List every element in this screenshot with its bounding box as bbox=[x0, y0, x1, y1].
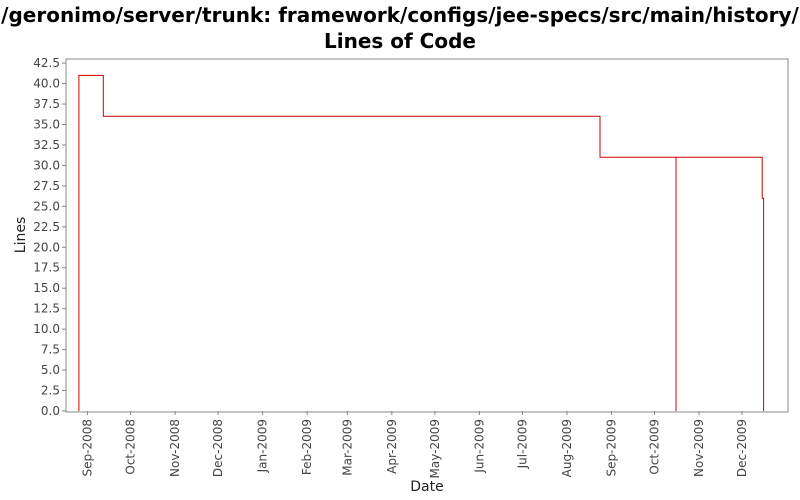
x-tick-label: Sep-2009 bbox=[604, 419, 618, 477]
y-tick-label: 37.5 bbox=[33, 97, 60, 111]
x-tick-label: May-2009 bbox=[428, 419, 442, 478]
x-tick-label: Dec-2009 bbox=[735, 419, 749, 477]
series-line bbox=[78, 74, 765, 411]
x-tick-label: Oct-2009 bbox=[648, 419, 662, 475]
y-tick-label: 30.0 bbox=[33, 158, 60, 172]
x-tick-label: Nov-2008 bbox=[168, 419, 182, 477]
x-tick-label: Oct-2008 bbox=[124, 419, 138, 475]
y-tick-label: 32.5 bbox=[33, 138, 60, 152]
y-tick-label: 27.5 bbox=[33, 179, 60, 193]
x-tick-label: Mar-2009 bbox=[340, 419, 354, 476]
y-tick-label: 17.5 bbox=[33, 261, 60, 275]
y-tick-label: 2.5 bbox=[41, 384, 60, 398]
x-tick-label: Dec-2008 bbox=[211, 419, 225, 477]
y-tick-label: 25.0 bbox=[33, 199, 60, 213]
y-tick-label: 10.0 bbox=[33, 322, 60, 336]
y-tick-label: 35.0 bbox=[33, 117, 60, 131]
x-tick-label: Jan-2009 bbox=[256, 419, 270, 473]
chart-title-line-2: Lines of Code bbox=[324, 29, 476, 53]
y-tick-label: 15.0 bbox=[33, 281, 60, 295]
y-tick-label: 7.5 bbox=[41, 343, 60, 357]
x-tick-label: Nov-2009 bbox=[692, 419, 706, 477]
y-tick-label: 12.5 bbox=[33, 302, 60, 316]
plot-area bbox=[65, 58, 789, 413]
y-tick-label: 22.5 bbox=[33, 220, 60, 234]
y-tick-label: 40.0 bbox=[33, 77, 60, 91]
y-axis: 0.0 2.5 5.0 7.5 10.0 12.5 15.0 17.5 20.0 22.5 25.0… bbox=[33, 56, 66, 418]
y-axis-label: Lines bbox=[13, 217, 29, 253]
chart-title-line-1: /geronimo/server/trunk: framework/config… bbox=[1, 3, 799, 27]
x-tick-label: Aug-2009 bbox=[560, 419, 574, 477]
chart-title: /geronimo/server/trunk: framework/config… bbox=[0, 2, 800, 54]
y-tick-label: 5.0 bbox=[41, 363, 60, 377]
x-tick-label: Feb-2009 bbox=[300, 419, 314, 475]
series-layer bbox=[78, 74, 765, 411]
x-axis-label: Date bbox=[410, 479, 443, 495]
x-tick-label: Jun-2009 bbox=[472, 419, 486, 474]
x-tick-label: Apr-2009 bbox=[385, 419, 399, 474]
y-tick-label: 20.0 bbox=[33, 240, 60, 254]
y-tick-label: 42.5 bbox=[33, 56, 60, 70]
x-tick-label: Jul-2009 bbox=[515, 419, 529, 469]
x-tick-label: Sep-2008 bbox=[81, 419, 95, 477]
y-tick-label: 0.0 bbox=[41, 404, 60, 418]
x-axis: Sep-2008 Oct-2008 Nov-2008 Dec-2008 Jan-2009… bbox=[81, 411, 749, 478]
